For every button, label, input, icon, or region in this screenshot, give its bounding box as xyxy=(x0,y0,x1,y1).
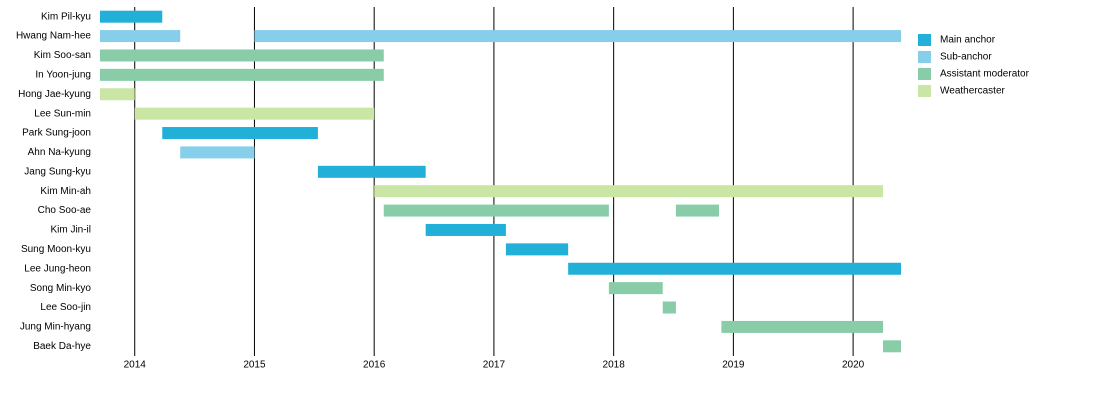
y-tick-label: Kim Jin-il xyxy=(50,225,91,236)
y-tick-label: Hong Jae-kyung xyxy=(18,89,91,100)
bar xyxy=(100,10,163,23)
legend-label: Weathercaster xyxy=(940,86,1006,97)
bar xyxy=(383,204,609,217)
y-tick-label: In Yoon-jung xyxy=(35,70,91,81)
bar xyxy=(100,88,135,101)
y-tick-label: Cho Soo-ae xyxy=(38,205,92,216)
legend-swatch xyxy=(918,51,931,63)
y-tick-label: Lee Soo-jin xyxy=(40,302,91,313)
y-tick-label: Baek Da-hye xyxy=(33,341,91,352)
bar xyxy=(100,68,384,81)
y-tick-label: Song Min-kyo xyxy=(30,283,92,294)
bar xyxy=(675,204,720,217)
legend-swatch xyxy=(918,34,931,46)
x-tick-label: 2017 xyxy=(483,360,506,371)
y-tick-label: Kim Min-ah xyxy=(40,186,91,197)
bar xyxy=(425,223,506,236)
bar xyxy=(883,340,901,353)
legend-label: Assistant moderator xyxy=(940,69,1030,80)
x-tick-label: 2016 xyxy=(363,360,386,371)
bar xyxy=(317,165,426,178)
bar xyxy=(100,49,384,62)
y-tick-label: Jung Min-hyang xyxy=(20,322,91,333)
y-tick-label: Hwang Nam-hee xyxy=(16,31,91,42)
legend-label: Main anchor xyxy=(940,35,996,46)
bar xyxy=(134,107,375,120)
bar xyxy=(505,243,569,256)
y-tick-label: Lee Sun-min xyxy=(34,108,91,119)
y-tick-label: Kim Pil-kyu xyxy=(41,11,91,22)
bar xyxy=(100,30,181,43)
bar xyxy=(162,127,318,140)
bar xyxy=(180,146,255,159)
legend-label: Sub-anchor xyxy=(940,52,992,63)
legend-swatch xyxy=(918,68,931,80)
y-tick-label: Lee Jung-heon xyxy=(24,263,91,274)
y-tick-label: Ahn Na-kyung xyxy=(28,147,91,158)
x-tick-label: 2020 xyxy=(842,360,865,371)
x-tick-label: 2019 xyxy=(722,360,745,371)
bar xyxy=(608,282,663,295)
bar xyxy=(662,301,676,314)
x-tick-label: 2015 xyxy=(243,360,266,371)
bar xyxy=(374,185,884,198)
legend-swatch xyxy=(918,85,931,97)
x-tick-label: 2018 xyxy=(603,360,626,371)
bar xyxy=(721,320,884,333)
y-tick-label: Jang Sung-kyu xyxy=(24,166,91,177)
x-tick-label: 2014 xyxy=(124,360,147,371)
y-tick-label: Park Sung-joon xyxy=(22,128,91,139)
bar xyxy=(254,30,902,43)
bar xyxy=(568,262,901,275)
y-tick-label: Kim Soo-san xyxy=(34,50,91,61)
y-tick-label: Sung Moon-kyu xyxy=(21,244,91,255)
